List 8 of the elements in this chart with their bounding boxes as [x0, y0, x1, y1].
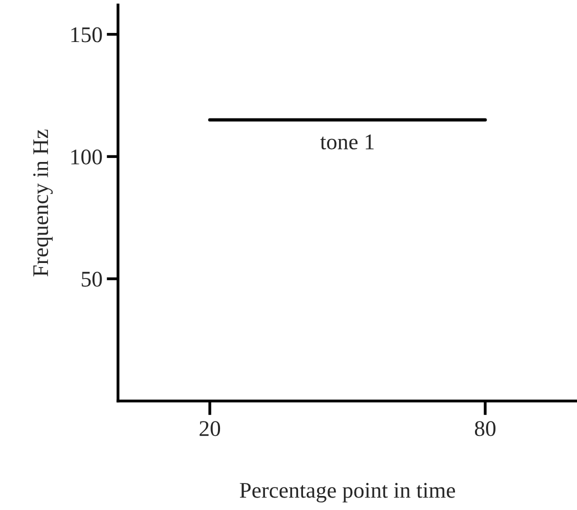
- annotation: tone 1: [320, 134, 374, 150]
- y-tick-label: 50: [82, 272, 102, 287]
- x-axis-title: Percentage point in time: [240, 482, 456, 502]
- x-tick-label: 80: [474, 421, 496, 436]
- y-axis-title: Frequency in Hz: [33, 130, 53, 276]
- y-tick-label: 100: [71, 149, 102, 164]
- y-tick-label: 150: [71, 27, 102, 42]
- x-tick-label: 20: [200, 421, 220, 436]
